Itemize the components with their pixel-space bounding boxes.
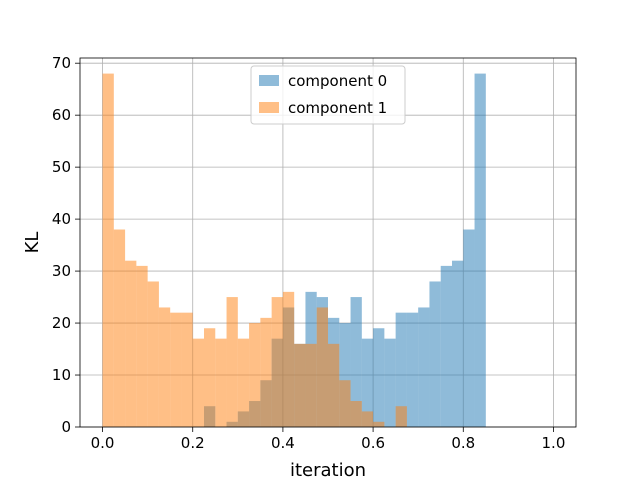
bar-component-1 <box>181 312 193 427</box>
y-tick-label: 10 <box>52 366 71 384</box>
x-tick-label: 0.2 <box>181 434 205 452</box>
y-tick-label: 0 <box>61 418 71 436</box>
bar-component-1 <box>260 317 272 427</box>
bar-component-1 <box>226 297 238 427</box>
bar-component-1 <box>282 291 295 427</box>
bar-component-1 <box>249 323 261 427</box>
x-tick-label: 0.4 <box>271 434 295 452</box>
bar-component-1 <box>395 406 407 427</box>
bar-component-1 <box>328 343 340 427</box>
x-tick-label: 1.0 <box>542 434 566 452</box>
bar-component-1 <box>316 307 328 427</box>
series-component-1-bars <box>102 73 407 427</box>
bar-component-0 <box>361 338 374 427</box>
bar-component-0 <box>463 229 475 427</box>
bar-component-1 <box>125 260 137 427</box>
legend-label-component-0: component 0 <box>288 72 387 90</box>
bar-component-0 <box>350 297 362 427</box>
bar-component-1 <box>350 401 362 427</box>
bar-component-1 <box>305 343 317 427</box>
x-tick-label: 0.8 <box>451 434 475 452</box>
bar-component-0 <box>429 281 441 427</box>
bar-component-0 <box>418 307 430 427</box>
bar-component-1 <box>271 297 283 427</box>
bar-component-1 <box>215 338 227 427</box>
bar-component-1 <box>113 229 126 427</box>
plot-frame <box>79 57 577 428</box>
bar-component-0 <box>406 312 419 427</box>
y-tick-label: 40 <box>52 210 71 228</box>
y-tick-label: 70 <box>52 54 71 72</box>
y-axis-label: KL <box>22 232 43 254</box>
x-tick-label: 0.6 <box>361 434 385 452</box>
x-axis-ticks: 0.0 0.2 0.4 0.6 0.8 1.0 <box>91 427 566 452</box>
y-tick-label: 30 <box>52 262 71 280</box>
bar-component-1 <box>294 343 306 427</box>
bar-component-0 <box>474 73 486 427</box>
bar-component-1 <box>170 312 182 427</box>
bar-component-1 <box>102 73 114 427</box>
y-tick-label: 20 <box>52 314 71 332</box>
bar-component-1 <box>136 265 148 427</box>
bar-component-0 <box>395 312 407 427</box>
legend-label-component-1: component 1 <box>288 99 387 117</box>
bar-component-1 <box>158 307 171 427</box>
legend-box <box>250 65 406 125</box>
bar-component-1 <box>237 338 250 427</box>
bar-component-1 <box>339 380 351 427</box>
bar-component-0 <box>452 260 464 427</box>
bar-component-1 <box>361 411 374 427</box>
bar-component-1 <box>192 338 204 427</box>
bar-component-1 <box>147 281 159 427</box>
bar-component-0 <box>384 338 396 427</box>
bar-component-1 <box>204 328 216 427</box>
x-axis-label: iteration <box>290 460 366 480</box>
y-tick-label: 50 <box>52 158 71 176</box>
bar-component-0 <box>373 328 385 427</box>
y-axis-ticks: 0 10 20 30 40 50 60 70 <box>52 54 80 436</box>
y-tick-label: 60 <box>52 106 71 124</box>
bar-component-1 <box>373 421 385 427</box>
legend[interactable]: component 0 component 1 <box>250 65 406 125</box>
legend-swatch-component-1 <box>259 102 279 113</box>
x-tick-label: 0.0 <box>91 434 115 452</box>
bar-component-0 <box>339 323 351 427</box>
legend-swatch-component-0 <box>259 75 279 86</box>
bar-component-0 <box>440 265 452 427</box>
